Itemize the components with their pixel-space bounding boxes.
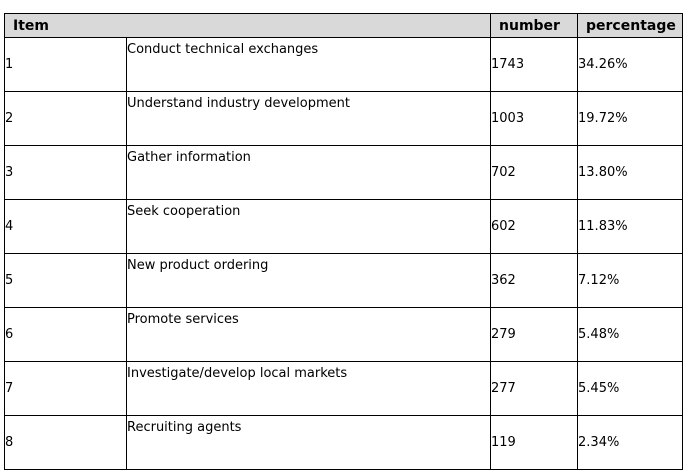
cell-item: 1: [4, 37, 127, 92]
cell-number: 602: [490, 199, 579, 254]
cell-item: 7: [4, 361, 127, 416]
cell-number: 362: [490, 253, 579, 308]
cell-item: 3: [4, 145, 127, 200]
cell-percentage: 34.26%: [577, 37, 684, 92]
cell-description: Recruiting agents: [125, 415, 492, 470]
cell-percentage: 2.34%: [577, 415, 684, 470]
table-row: 8 Recruiting agents 119 2.34%: [4, 415, 684, 470]
table-row: 1 Conduct technical exchanges 1743 34.26…: [4, 37, 684, 92]
cell-percentage: 5.45%: [577, 361, 684, 416]
survey-table: Item number percentage 1 Conduct technic…: [3, 13, 684, 470]
cell-number: 1003: [490, 91, 579, 146]
cell-item: 2: [4, 91, 127, 146]
cell-percentage: 13.80%: [577, 145, 684, 200]
cell-percentage: 11.83%: [577, 199, 684, 254]
cell-number: 277: [490, 361, 579, 416]
cell-description: New product ordering: [125, 253, 492, 308]
cell-number: 279: [490, 307, 579, 362]
table-row: 3 Gather information 702 13.80%: [4, 145, 684, 200]
cell-item: 5: [4, 253, 127, 308]
table-header-row: Item number percentage: [3, 13, 684, 38]
cell-item: 8: [4, 415, 127, 470]
header-item: Item: [3, 13, 492, 38]
table-row: 4 Seek cooperation 602 11.83%: [4, 199, 684, 254]
cell-description: Understand industry development: [125, 91, 492, 146]
cell-percentage: 5.48%: [577, 307, 684, 362]
cell-number: 1743: [490, 37, 579, 92]
cell-number: 119: [490, 415, 579, 470]
table-row: 6 Promote services 279 5.48%: [4, 307, 684, 362]
cell-description: Seek cooperation: [125, 199, 492, 254]
cell-item: 4: [4, 199, 127, 254]
cell-percentage: 19.72%: [577, 91, 684, 146]
cell-description: Conduct technical exchanges: [125, 37, 492, 92]
header-percentage: percentage: [577, 13, 684, 38]
table-row: 5 New product ordering 362 7.12%: [4, 253, 684, 308]
table-row: 7 Investigate/develop local markets 277 …: [4, 361, 684, 416]
header-number: number: [490, 13, 579, 38]
cell-description: Investigate/develop local markets: [125, 361, 492, 416]
cell-description: Gather information: [125, 145, 492, 200]
table-row: 2 Understand industry development 1003 1…: [4, 91, 684, 146]
cell-percentage: 7.12%: [577, 253, 684, 308]
cell-description: Promote services: [125, 307, 492, 362]
cell-item: 6: [4, 307, 127, 362]
cell-number: 702: [490, 145, 579, 200]
